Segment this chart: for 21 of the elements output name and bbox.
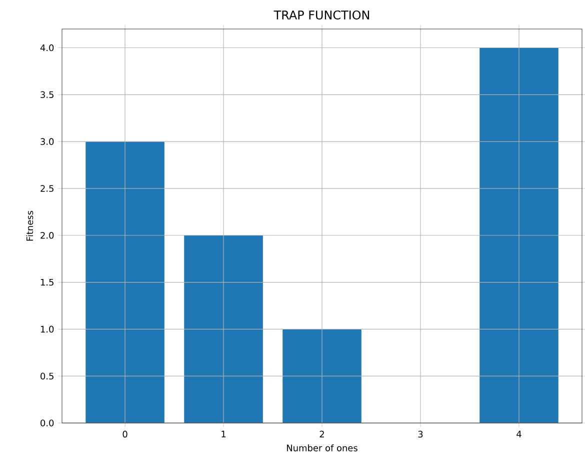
x-axis-title: Number of ones	[287, 444, 358, 452]
y-tick-label: 4.0	[40, 44, 54, 52]
y-tick-label: 1.0	[40, 326, 54, 333]
y-tick-label: 0.0	[40, 420, 54, 426]
x-tick-label: 4	[516, 430, 522, 438]
x-tick-label: 2	[320, 430, 324, 438]
x-tick-label: 3	[418, 430, 423, 438]
y-axis-title: Fitness	[26, 210, 34, 241]
bar	[480, 48, 558, 423]
y-tick-label: 2.0	[40, 232, 54, 239]
x-tick-label: 0	[122, 430, 128, 438]
y-tick-label: 3.0	[40, 138, 54, 145]
x-tick-label: 1	[222, 430, 226, 438]
bar	[282, 329, 362, 423]
y-tick-label: 0.5	[40, 372, 54, 380]
bar	[184, 235, 263, 423]
y-tick-label: 1.5	[40, 278, 54, 286]
y-tick-label: 2.5	[40, 185, 54, 192]
bar	[86, 142, 164, 423]
y-tick-label: 3.5	[40, 91, 54, 98]
chart-title: TRAP FUNCTION	[274, 10, 370, 20]
